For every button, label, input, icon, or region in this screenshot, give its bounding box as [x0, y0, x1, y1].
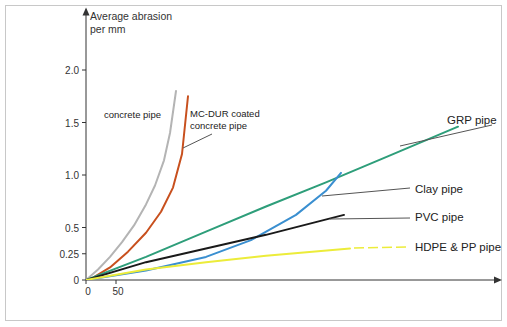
series-label: Clay pipe: [415, 183, 463, 195]
x-tick-label: 50: [112, 286, 124, 297]
series-label: concrete pipe: [104, 109, 161, 120]
y-axis: [86, 10, 87, 281]
series-label: GRP pipe: [447, 114, 497, 126]
x-axis-arrow: [494, 277, 502, 284]
y-axis-arrow: [83, 8, 90, 16]
lines: [86, 91, 458, 280]
frame: [6, 6, 502, 321]
series-label: HDPE & PP pipe: [415, 241, 501, 253]
y-tick: [82, 70, 86, 71]
x-axis: [86, 280, 500, 281]
series-label: PVC pipe: [415, 211, 464, 223]
y-tick: [82, 227, 86, 228]
y-tick: [82, 122, 86, 123]
y-tick-label: 1.0: [65, 170, 79, 181]
y-axis-label: Average abrasionper mm: [90, 10, 172, 35]
y-tick-label: 2.0: [65, 65, 79, 76]
x-tick: [86, 280, 87, 284]
series-line: [89, 96, 188, 280]
x-tick-label: 0: [85, 286, 91, 297]
y-tick-label: 1.5: [65, 118, 79, 129]
series-line: [86, 91, 176, 280]
x-tick: [116, 280, 117, 284]
label-leader: [183, 134, 212, 148]
y-tick-label: 0.5: [65, 223, 79, 234]
series-line: [86, 249, 350, 281]
series-line: [86, 215, 344, 280]
label-leader: [400, 125, 492, 146]
chart: 0 0.25 0.5 1.0 1.5 2.0 0 50 Average abrasionper …: [0, 0, 507, 327]
label-leader: [330, 218, 410, 219]
series-line: [86, 127, 458, 280]
y-tick: [82, 280, 86, 281]
label-leader: [322, 188, 410, 196]
y-tick-label: 0.25: [60, 249, 80, 260]
series-label: MC-DUR coatedconcrete pipe: [190, 108, 260, 131]
label-leader: [354, 247, 408, 248]
y-tick: [82, 175, 86, 176]
y-tick: [82, 253, 86, 254]
y-tick-label: 0: [73, 275, 79, 286]
